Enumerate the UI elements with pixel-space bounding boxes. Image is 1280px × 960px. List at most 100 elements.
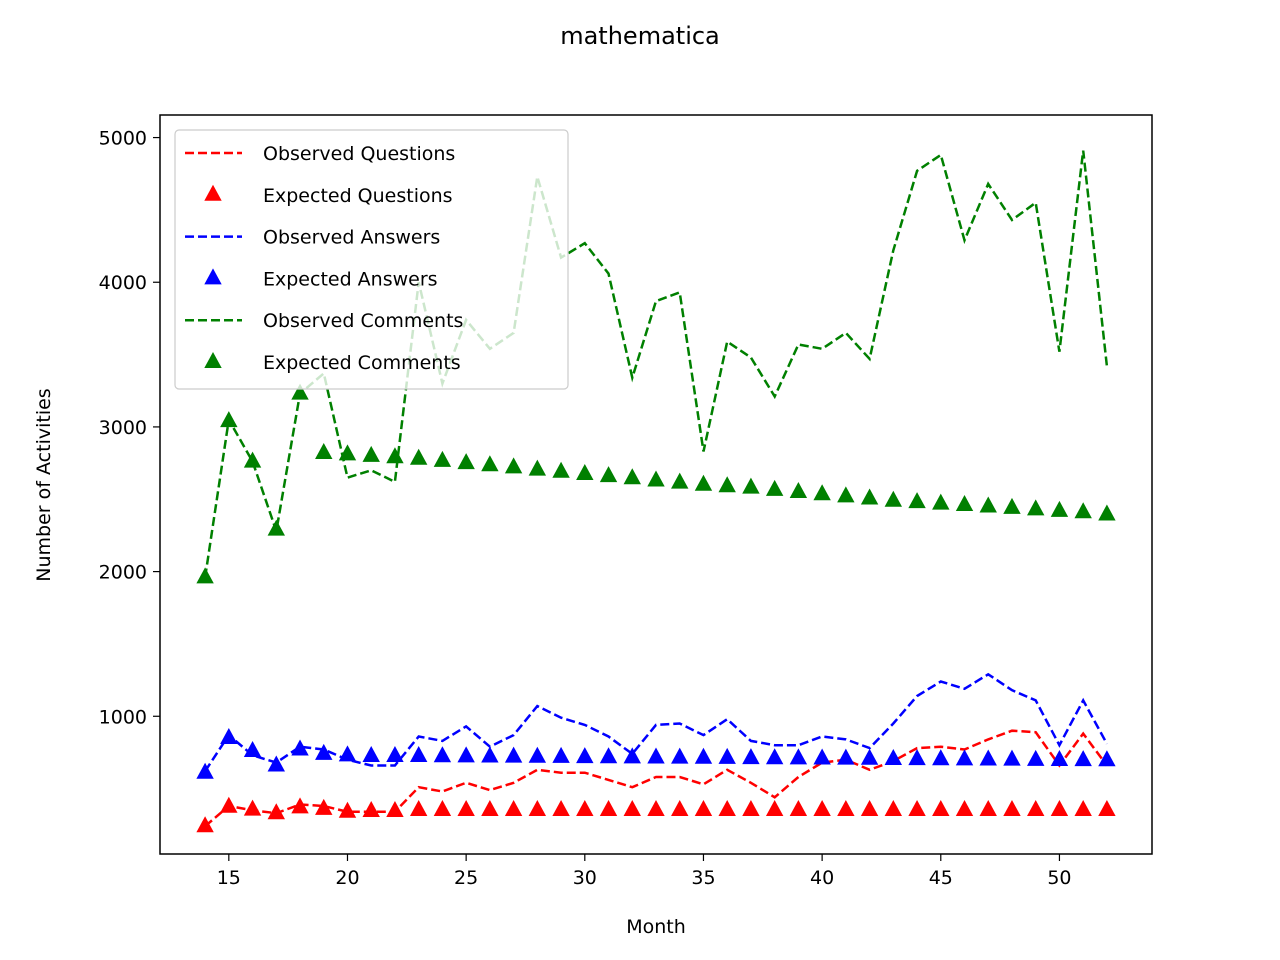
point-expected-answers (1003, 749, 1021, 766)
point-expected-answers (742, 748, 760, 765)
point-expected-questions (243, 799, 262, 816)
point-expected-questions (599, 800, 618, 817)
legend-label: Observed Questions (263, 143, 455, 165)
point-expected-questions (291, 797, 309, 814)
point-expected-questions (1003, 800, 1021, 817)
point-expected-questions (220, 796, 238, 813)
point-expected-questions (504, 800, 523, 817)
point-expected-questions (932, 800, 950, 817)
point-expected-comments (504, 457, 523, 474)
point-expected-comments (1027, 499, 1045, 516)
point-expected-answers (315, 743, 333, 760)
point-expected-questions (623, 800, 641, 817)
point-expected-questions (1098, 800, 1116, 817)
y-axis: 1000 2000 3000 4000 5000 (99, 128, 160, 728)
point-expected-questions (315, 798, 333, 815)
point-expected-comments (884, 490, 903, 507)
point-expected-comments (932, 493, 950, 510)
point-expected-comments (694, 474, 713, 491)
point-expected-comments (837, 486, 855, 503)
legend-label: Expected Answers (263, 268, 438, 290)
legend: Observed Questions Expected Questions Obse… (174, 129, 569, 390)
point-expected-comments (481, 455, 499, 472)
point-expected-questions (267, 803, 285, 820)
point-expected-questions (1050, 800, 1069, 817)
point-expected-comments (196, 567, 214, 584)
point-expected-comments (457, 453, 475, 470)
point-expected-questions (528, 800, 547, 817)
point-expected-comments (813, 484, 831, 501)
legend-marker-swatch (204, 268, 222, 285)
point-expected-comments (386, 447, 404, 464)
x-tick-label: 25 (454, 867, 478, 889)
point-expected-comments (979, 496, 997, 513)
chart-title: mathematica (560, 22, 720, 50)
point-expected-answers (1050, 749, 1069, 766)
point-expected-answers (528, 746, 547, 763)
plot-marks (196, 150, 1116, 833)
legend-label: Expected Questions (263, 185, 453, 207)
point-expected-questions (409, 800, 428, 817)
x-axis: 15 20 25 30 35 40 45 50 (217, 854, 1072, 889)
point-expected-comments (243, 451, 262, 468)
x-tick-label: 15 (217, 867, 241, 889)
point-expected-comments (718, 476, 736, 493)
point-expected-comments (220, 411, 238, 428)
plot-frame (159, 114, 1153, 855)
point-expected-comments (671, 472, 689, 489)
x-axis-label: Month (626, 916, 686, 938)
point-expected-answers (291, 739, 309, 756)
point-expected-answers (813, 748, 831, 765)
point-expected-answers (220, 727, 238, 744)
y-tick-label: 5000 (99, 128, 147, 150)
point-expected-answers (718, 747, 736, 764)
point-expected-questions (860, 800, 879, 817)
point-expected-questions (481, 800, 499, 817)
point-expected-answers (1027, 749, 1045, 766)
point-expected-comments (742, 477, 760, 494)
point-expected-questions (647, 800, 665, 817)
y-tick-label: 3000 (99, 417, 147, 439)
point-expected-answers (671, 747, 689, 764)
point-expected-questions (694, 800, 713, 817)
point-expected-questions (386, 801, 404, 818)
point-expected-comments (647, 470, 665, 487)
y-tick-label: 2000 (99, 562, 147, 584)
point-expected-comments (1098, 504, 1116, 521)
point-expected-comments (315, 442, 333, 459)
x-tick-label: 40 (810, 867, 834, 889)
point-expected-comments (576, 463, 594, 480)
point-expected-answers (504, 746, 523, 763)
series-line-observed-comments (203, 150, 1109, 578)
y-tick-label: 1000 (99, 706, 147, 728)
point-expected-questions (457, 800, 475, 817)
legend-marker-swatch (204, 184, 222, 201)
point-expected-answers (362, 746, 380, 763)
legend-label: Observed Comments (263, 310, 463, 332)
point-expected-questions (196, 816, 214, 833)
point-expected-questions (552, 800, 570, 817)
point-expected-answers (481, 746, 499, 763)
point-expected-comments (433, 450, 452, 467)
point-expected-questions (1027, 800, 1045, 817)
point-expected-comments (789, 482, 808, 499)
point-expected-comments (955, 495, 974, 512)
series-line-observed-answers (204, 672, 1108, 772)
legend-label: Expected Comments (263, 352, 461, 374)
point-expected-comments (267, 519, 285, 536)
point-expected-questions (908, 800, 926, 817)
legend-box (174, 129, 569, 390)
point-expected-questions (979, 800, 997, 817)
point-expected-answers (908, 749, 926, 766)
point-expected-questions (884, 800, 903, 817)
point-expected-answers (1074, 750, 1092, 767)
point-expected-comments (623, 468, 641, 485)
point-expected-comments (1003, 497, 1021, 514)
point-expected-answers (955, 749, 974, 766)
x-tick-label: 45 (929, 867, 953, 889)
point-expected-answers (789, 748, 808, 765)
point-expected-answers (338, 745, 357, 762)
point-expected-questions (718, 800, 736, 817)
point-expected-answers (409, 746, 428, 763)
